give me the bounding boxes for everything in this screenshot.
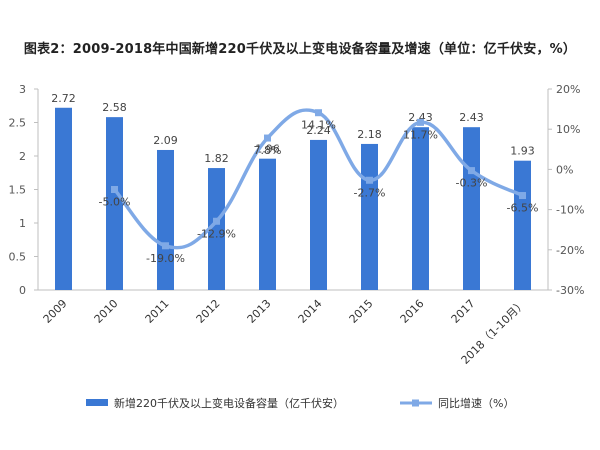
bar-value-label: 2.43	[459, 111, 484, 124]
line-point	[366, 176, 373, 184]
bar-value-label: 2.72	[51, 92, 76, 105]
line-point	[417, 118, 424, 126]
legend-bar-swatch	[86, 399, 108, 406]
line-point	[111, 186, 118, 193]
bar-value-label: 2.24	[306, 124, 331, 137]
right-tick-label: -30%	[556, 284, 584, 297]
bar	[55, 107, 72, 290]
bar-value-label: 2.58	[102, 101, 127, 114]
right-tick-label: -10%	[556, 204, 584, 217]
bar-value-label: 2.18	[357, 128, 382, 141]
right-tick-label: 10%	[556, 123, 580, 136]
bar-value-label: 2.09	[153, 134, 178, 147]
bar	[463, 127, 480, 290]
line-value-label: -12.9%	[197, 227, 236, 240]
x-tick-label: 2014	[296, 297, 325, 326]
line-point	[162, 242, 169, 250]
bar	[208, 168, 225, 290]
line-value-label: -0.3%	[456, 177, 488, 190]
line-value-label: -5.0%	[99, 196, 131, 209]
line-point	[264, 134, 271, 142]
left-tick-label: 1	[19, 217, 26, 230]
legend-line-marker	[412, 399, 419, 407]
bar	[514, 160, 531, 290]
line-value-label: -19.0%	[146, 252, 185, 265]
legend-bar-label: 新增220千伏及以上变电设备容量（亿千伏安）	[114, 396, 344, 410]
line-value-label: -2.7%	[354, 186, 386, 199]
bar	[412, 127, 429, 290]
left-tick-label: 0	[19, 284, 26, 297]
right-tick-label: -20%	[556, 244, 584, 257]
bar-value-label: 1.93	[510, 145, 535, 158]
chart-title: 图表2：2009-2018年中国新增220千伏及以上变电设备容量及增速（单位：亿…	[23, 42, 577, 57]
bar	[310, 139, 327, 290]
x-tick-label: 2012	[194, 297, 223, 326]
left-tick-label: 1.5	[9, 184, 27, 197]
line-value-label: 14.1%	[301, 119, 336, 132]
bar	[361, 143, 378, 290]
x-tick-label: 2016	[398, 297, 427, 326]
bar-value-label: 2.43	[408, 111, 433, 124]
right-tick-label: 20%	[556, 83, 580, 96]
left-tick-label: 0.5	[9, 251, 27, 264]
x-tick-label: 2011	[143, 297, 172, 326]
bar	[157, 149, 174, 290]
line-value-label: -6.5%	[507, 202, 539, 215]
x-tick-label: 2009	[41, 297, 70, 326]
left-tick-label: 2	[19, 150, 26, 163]
line-point	[519, 192, 526, 200]
legend-line-label: 同比增速（%）	[438, 396, 514, 410]
right-tick-label: 0%	[556, 163, 573, 176]
line-point	[315, 109, 322, 117]
bar-value-label: 1.82	[204, 152, 229, 165]
x-tick-label: 2013	[245, 297, 274, 326]
x-tick-label: 2017	[449, 297, 478, 326]
left-tick-label: 3	[19, 83, 26, 96]
line-point	[468, 167, 475, 175]
line-value-label: 11.7%	[403, 128, 438, 141]
left-tick-label: 2.5	[9, 117, 27, 130]
x-tick-label: 2010	[92, 297, 121, 326]
line-point	[213, 217, 220, 225]
x-tick-label: 2015	[347, 297, 376, 326]
line-value-label: 7.8%	[254, 144, 282, 157]
bar	[259, 158, 276, 290]
bar	[106, 117, 123, 290]
